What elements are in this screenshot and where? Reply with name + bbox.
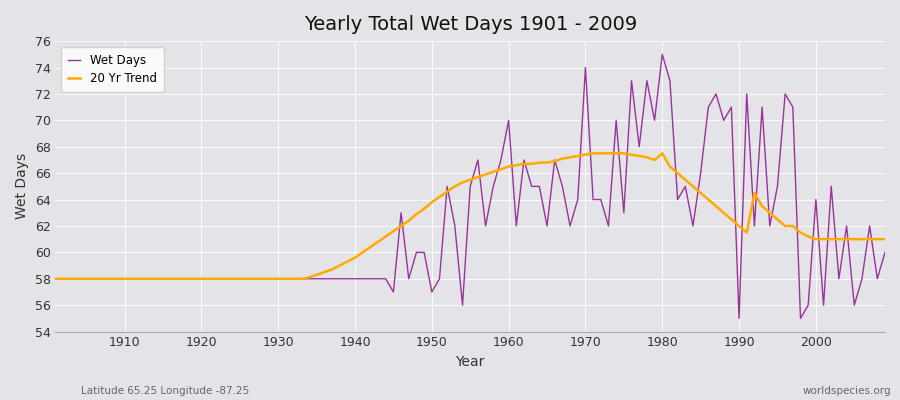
Wet Days (657, 52, 668, 57)
Legend: Wet Days, 20 Yr Trend: Wet Days, 20 Yr Trend (61, 47, 164, 92)
Line: Wet Days: Wet Days (56, 54, 885, 318)
X-axis label: Year: Year (455, 355, 485, 369)
20 Yr Trend (588, 151, 598, 156)
Wet Days (281, 276, 292, 281)
20 Yr Trend (281, 276, 292, 281)
Wet Days (503, 118, 514, 123)
Text: Latitude 65.25 Longitude -87.25: Latitude 65.25 Longitude -87.25 (81, 386, 249, 396)
Y-axis label: Wet Days: Wet Days (15, 153, 29, 220)
20 Yr Trend (503, 164, 514, 169)
Wet Days (879, 250, 890, 255)
20 Yr Trend (327, 267, 338, 272)
Wet Days (734, 316, 744, 321)
20 Yr Trend (879, 237, 890, 242)
Line: 20 Yr Trend: 20 Yr Trend (56, 153, 885, 279)
20 Yr Trend (496, 167, 507, 172)
Wet Days (596, 197, 607, 202)
20 Yr Trend (50, 276, 61, 281)
Text: worldspecies.org: worldspecies.org (803, 386, 891, 396)
Wet Days (112, 276, 122, 281)
Wet Days (496, 158, 507, 162)
Wet Days (327, 276, 338, 281)
20 Yr Trend (112, 276, 122, 281)
20 Yr Trend (603, 151, 614, 156)
Title: Yearly Total Wet Days 1901 - 2009: Yearly Total Wet Days 1901 - 2009 (303, 15, 637, 34)
Wet Days (50, 276, 61, 281)
